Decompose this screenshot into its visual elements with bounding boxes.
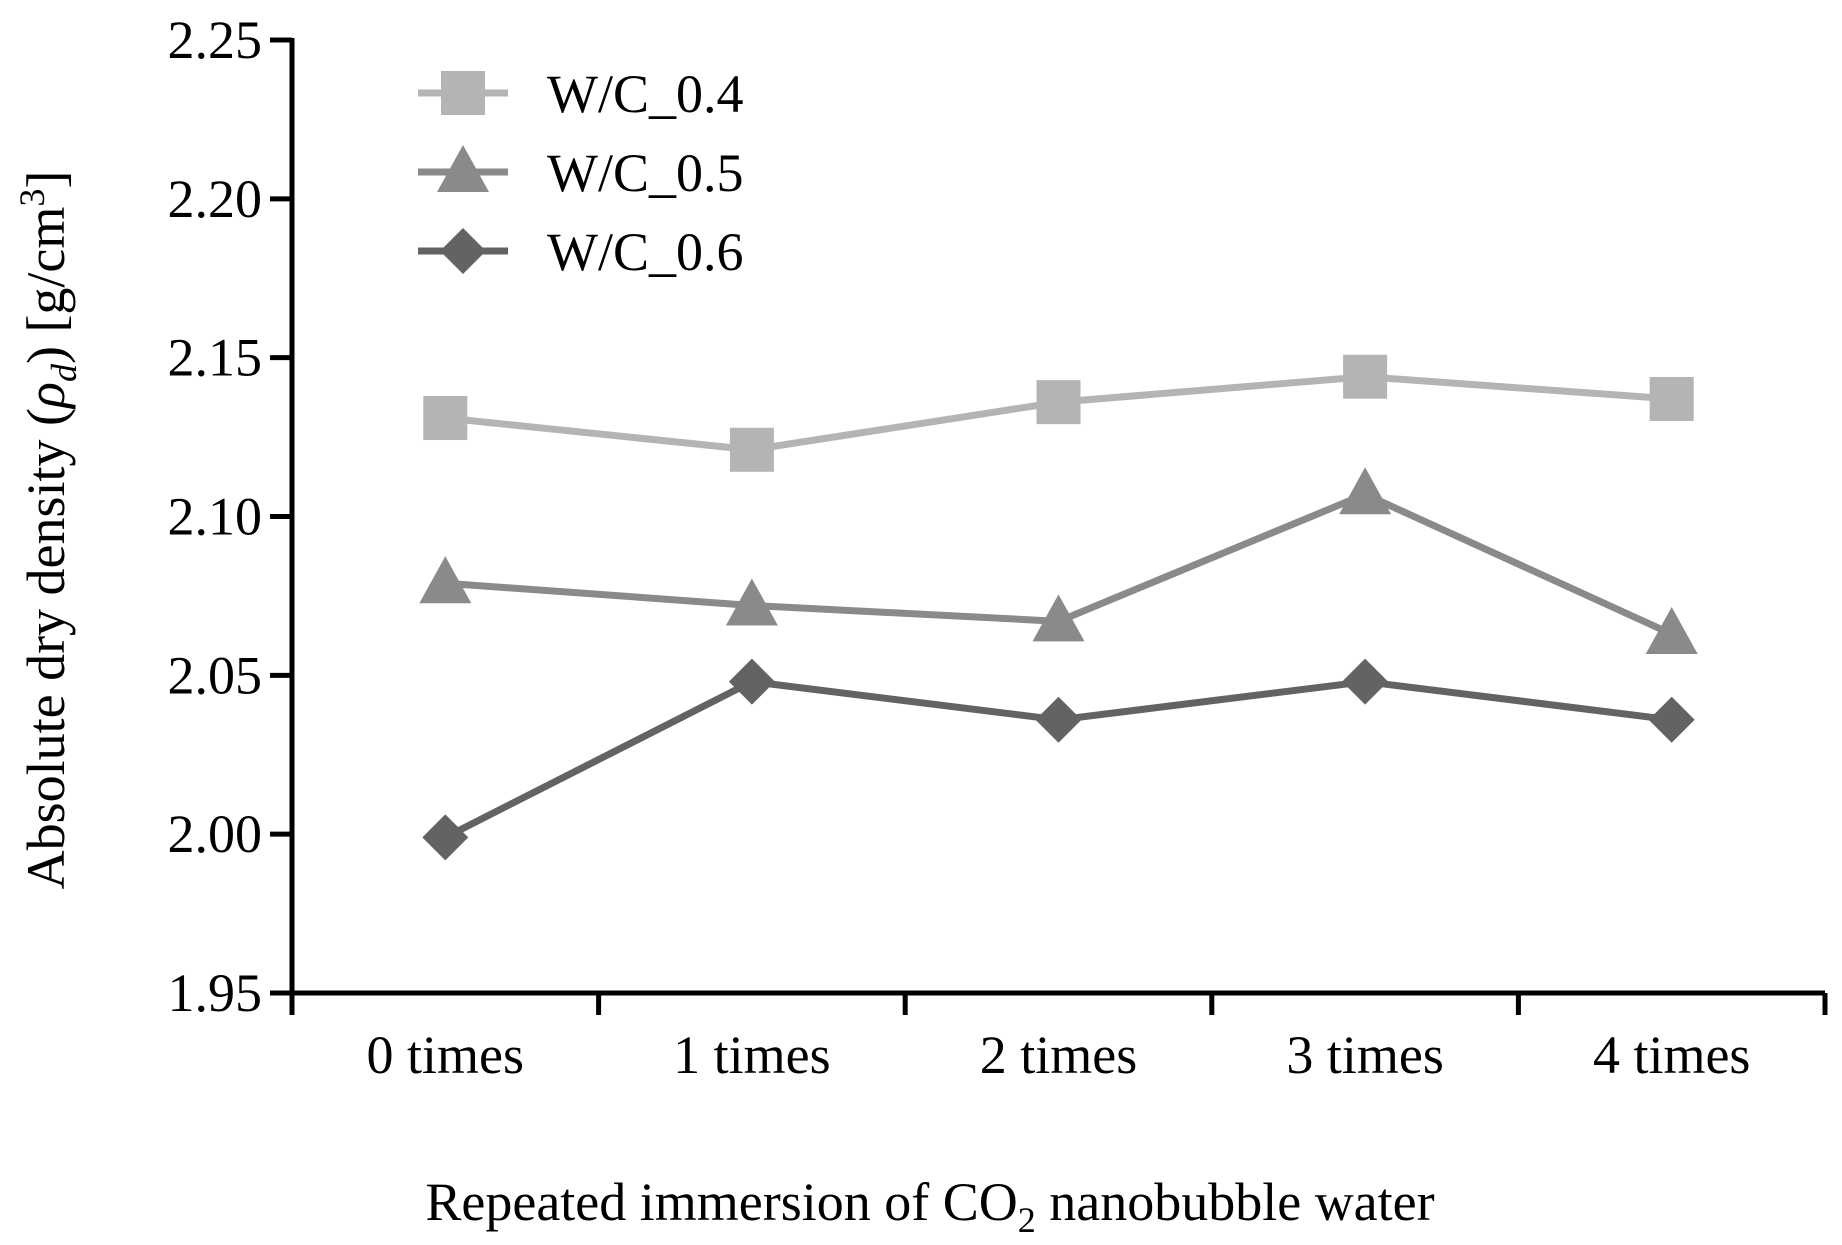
legend-label: W/C_0.4 (547, 64, 744, 124)
data-point (1035, 696, 1082, 743)
series-3 (422, 658, 1695, 861)
axes: 1.95 2.00 2.05 2.10 2.15 2.20 2.25 0 times 1 tim… (168, 10, 1828, 1085)
y-tick-label: 2.25 (168, 10, 263, 70)
legend-item: W/C_0.6 (418, 222, 744, 282)
data-point (422, 814, 469, 861)
legend-marker (441, 71, 485, 115)
x-tick-label: 3 times (1286, 1025, 1444, 1085)
data-point (1342, 658, 1389, 705)
data-point (728, 658, 775, 705)
data-point (423, 396, 468, 441)
data-point (1343, 354, 1388, 399)
data-point (1645, 607, 1698, 655)
y-tick-label: 2.05 (168, 645, 263, 705)
legend-marker (440, 228, 486, 274)
legend-item: W/C_0.5 (418, 143, 744, 203)
x-tick-label: 1 times (673, 1025, 831, 1085)
data-point (1036, 380, 1081, 425)
x-tick-label: 2 times (980, 1025, 1138, 1085)
data-point (1648, 696, 1695, 743)
y-tick-label: 2.15 (168, 328, 263, 388)
data-point (1649, 376, 1694, 421)
data-point (1032, 594, 1085, 642)
legend: W/C_0.4 W/C_0.5 W/C_0.6 (418, 64, 744, 282)
y-tick-label: 2.20 (168, 169, 263, 229)
series-2 (419, 467, 1698, 655)
y-axis-title: Absolute dry density (ρd) [g/cm3] (12, 171, 84, 890)
y-tick-label: 2.00 (168, 804, 263, 864)
x-axis-title: Repeated immersion of CO2 nanobubble wat… (425, 1172, 1434, 1240)
data-point (729, 427, 774, 472)
data-point (1339, 467, 1392, 515)
y-tick-label: 2.10 (168, 487, 263, 547)
series-layer (419, 354, 1698, 861)
legend-label: W/C_0.5 (547, 143, 744, 203)
legend-label: W/C_0.6 (547, 222, 744, 282)
data-point (725, 578, 778, 626)
data-point (419, 556, 472, 604)
legend-item: W/C_0.4 (418, 64, 744, 124)
series-1 (423, 354, 1694, 472)
legend-marker (437, 145, 489, 192)
x-tick-label: 0 times (367, 1025, 525, 1085)
x-tick-label: 4 times (1593, 1025, 1751, 1085)
y-tick-label: 1.95 (168, 963, 263, 1023)
